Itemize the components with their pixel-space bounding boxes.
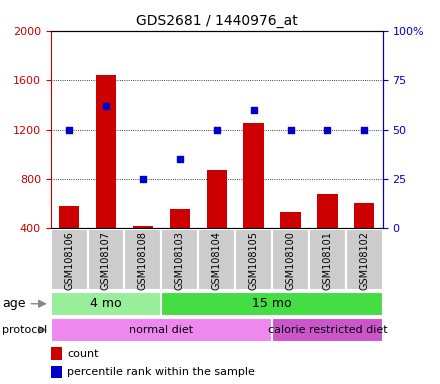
Text: normal diet: normal diet	[129, 325, 194, 335]
Text: 15 mo: 15 mo	[252, 297, 292, 310]
Text: percentile rank within the sample: percentile rank within the sample	[67, 367, 255, 377]
Bar	[280, 212, 301, 278]
Bar	[133, 226, 153, 278]
Bar	[346, 229, 383, 290]
Point	[324, 126, 331, 132]
Text: age: age	[2, 297, 26, 310]
Text: GSM108107: GSM108107	[101, 231, 111, 290]
Text: 4 mo: 4 mo	[90, 297, 122, 310]
Bar	[309, 229, 346, 290]
Bar	[272, 229, 309, 290]
Bar	[243, 123, 264, 278]
Bar	[125, 229, 161, 290]
Bar	[170, 209, 190, 278]
Bar	[51, 229, 88, 290]
Bar	[161, 229, 198, 290]
Bar	[51, 366, 62, 378]
Text: count: count	[67, 349, 99, 359]
Bar	[96, 75, 116, 278]
Bar	[51, 292, 161, 316]
Bar	[354, 202, 374, 278]
Bar	[59, 206, 79, 278]
Bar	[51, 347, 62, 360]
Bar	[51, 318, 272, 342]
Bar	[88, 229, 125, 290]
Text: GSM108101: GSM108101	[323, 231, 333, 290]
Text: GSM108108: GSM108108	[138, 231, 148, 290]
Point	[139, 176, 147, 182]
Text: calorie restricted diet: calorie restricted diet	[268, 325, 387, 335]
Point	[103, 103, 110, 109]
Bar	[161, 292, 383, 316]
Text: protocol: protocol	[2, 325, 48, 335]
Title: GDS2681 / 1440976_at: GDS2681 / 1440976_at	[136, 14, 297, 28]
Bar	[272, 318, 383, 342]
Point	[213, 126, 220, 132]
Point	[287, 126, 294, 132]
Text: GSM108106: GSM108106	[64, 231, 74, 290]
Text: GSM108104: GSM108104	[212, 231, 222, 290]
Text: GSM108102: GSM108102	[359, 231, 369, 290]
Bar	[198, 229, 235, 290]
Text: GSM108105: GSM108105	[249, 231, 259, 290]
Bar	[317, 194, 337, 278]
Bar	[206, 170, 227, 278]
Point	[66, 126, 73, 132]
Text: GSM108103: GSM108103	[175, 231, 185, 290]
Bar	[235, 229, 272, 290]
Text: GSM108100: GSM108100	[286, 231, 296, 290]
Point	[176, 156, 183, 162]
Point	[250, 107, 257, 113]
Point	[361, 126, 368, 132]
